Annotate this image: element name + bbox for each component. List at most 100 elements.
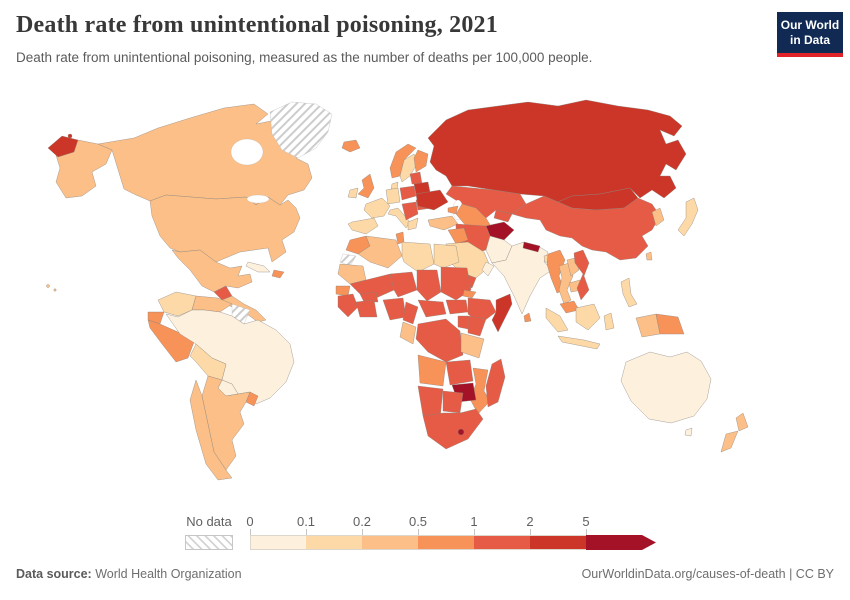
data-source-value: World Health Organization (91, 567, 242, 581)
country-madagascar[interactable] (485, 358, 506, 408)
country-iraq[interactable] (447, 227, 469, 245)
region-caucasus[interactable] (447, 205, 459, 215)
legend-bin-0.1–0.2[interactable] (306, 535, 362, 550)
region-balkans[interactable] (401, 201, 419, 221)
country-russia-islet[interactable] (67, 133, 73, 139)
country-spain[interactable] (347, 217, 379, 235)
country-drc[interactable] (415, 318, 464, 363)
page-subtitle: Death rate from unintentional poisoning,… (16, 50, 593, 65)
legend-bin-1–2[interactable] (474, 535, 530, 550)
hudson-bay (230, 138, 264, 166)
country-papua-new-guinea[interactable] (655, 313, 685, 335)
region-kyrgyzstan-tajikistan[interactable] (493, 209, 513, 223)
country-mexico[interactable] (171, 249, 253, 293)
country-eritrea[interactable] (462, 289, 477, 299)
country-poland[interactable] (399, 185, 417, 201)
country-sri-lanka[interactable] (523, 312, 532, 323)
country-australia[interactable] (620, 351, 712, 424)
legend-bin-0.2–0.5[interactable] (362, 535, 418, 550)
country-usa[interactable] (149, 194, 301, 263)
country-niger[interactable] (389, 271, 418, 298)
island-tasmania[interactable] (684, 427, 693, 437)
region-korea[interactable] (651, 207, 665, 227)
country-central-african-republic[interactable] (417, 299, 447, 318)
country-hawaii-2[interactable] (53, 288, 57, 292)
country-sweden[interactable] (399, 153, 419, 183)
country-peru[interactable] (147, 319, 195, 363)
island-java[interactable] (557, 335, 601, 350)
country-hawaii[interactable] (46, 284, 50, 288)
region-west-new-guinea[interactable] (635, 313, 661, 338)
legend-no-data-label: No data (186, 514, 232, 529)
country-angola[interactable] (417, 354, 447, 387)
country-mozambique[interactable] (469, 367, 491, 415)
country-south-africa[interactable] (422, 408, 484, 450)
owid-logo-line1: Our World (780, 18, 840, 32)
country-new-zealand-south[interactable] (720, 430, 739, 453)
country-south-sudan[interactable] (445, 299, 469, 315)
country-chile[interactable] (189, 379, 233, 481)
country-oman[interactable] (481, 261, 495, 277)
page-title: Death rate from unintentional poisoning,… (16, 12, 498, 38)
country-greenland[interactable] (269, 101, 333, 159)
region-guinea-coast[interactable] (337, 293, 359, 318)
country-botswana[interactable] (442, 390, 464, 414)
island-sulawesi[interactable] (603, 312, 615, 331)
country-philippines[interactable] (620, 277, 638, 308)
country-italy[interactable] (387, 207, 411, 229)
country-greece[interactable] (407, 217, 419, 231)
legend-color-bar (250, 535, 656, 550)
country-japan[interactable] (677, 197, 699, 237)
region-baltics[interactable] (409, 171, 423, 185)
country-cameroon[interactable] (402, 301, 419, 325)
country-iceland[interactable] (341, 139, 361, 153)
island-sumatra[interactable] (545, 307, 569, 333)
country-taiwan[interactable] (645, 251, 653, 261)
legend-bin-0.5–1[interactable] (418, 535, 474, 550)
country-somalia[interactable] (491, 293, 513, 333)
country-nepal[interactable] (522, 241, 541, 253)
country-tanzania[interactable] (460, 332, 485, 359)
country-brazil[interactable] (165, 309, 295, 405)
owid-logo[interactable]: Our World in Data (777, 12, 843, 57)
country-egypt[interactable] (433, 243, 460, 269)
country-hispaniola[interactable] (271, 269, 285, 279)
country-nigeria[interactable] (382, 297, 407, 321)
country-france[interactable] (363, 197, 391, 219)
country-ireland[interactable] (347, 187, 359, 199)
region-congo-gabon[interactable] (399, 321, 417, 345)
country-lesotho[interactable] (457, 428, 465, 436)
country-russia[interactable] (427, 99, 687, 203)
legend-no-data-swatch[interactable] (185, 535, 233, 550)
legend-tick-label-2: 2 (526, 514, 534, 529)
region-ivory-coast-ghana[interactable] (355, 299, 378, 318)
country-turkey[interactable] (427, 215, 459, 231)
data-source-label: Data source: (16, 567, 92, 581)
country-vietnam[interactable] (573, 249, 590, 301)
country-new-zealand-north[interactable] (735, 412, 749, 432)
country-cuba[interactable] (245, 261, 271, 273)
country-finland[interactable] (413, 149, 429, 173)
legend-bin-5+[interactable] (586, 535, 656, 550)
country-united-kingdom[interactable] (357, 173, 375, 199)
country-libya[interactable] (401, 241, 435, 273)
island-borneo[interactable] (575, 303, 601, 331)
legend-tick-label-5: 5 (582, 514, 590, 529)
country-alaska[interactable] (54, 139, 113, 199)
country-chad[interactable] (416, 269, 442, 302)
legend-bin-0–0.1[interactable] (250, 535, 306, 550)
country-kenya[interactable] (467, 315, 487, 337)
country-uganda[interactable] (457, 315, 469, 330)
country-china[interactable] (511, 195, 661, 261)
country-burkina-faso[interactable] (359, 291, 379, 303)
country-norway[interactable] (389, 143, 417, 179)
credit-link[interactable]: OurWorldinData.org/causes-of-death | CC … (581, 567, 834, 581)
footer: Data source: World Health Organization O… (16, 567, 834, 581)
country-ukraine[interactable] (415, 189, 449, 211)
country-russia-chukotka[interactable] (47, 135, 79, 158)
legend-bin-2–5[interactable] (530, 535, 586, 550)
country-germany[interactable] (385, 187, 401, 205)
country-algeria[interactable] (357, 235, 403, 269)
country-zambia[interactable] (445, 359, 474, 386)
